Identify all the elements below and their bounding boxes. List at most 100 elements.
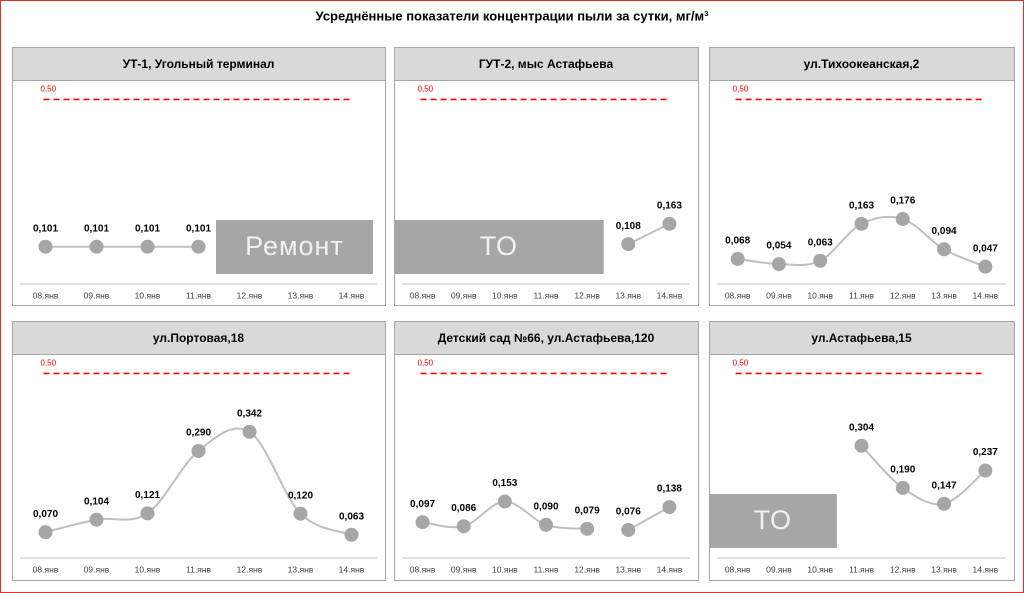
data-point <box>937 242 952 257</box>
panel-header <box>709 47 1015 81</box>
data-label: 0,076 <box>616 507 641 518</box>
page-title: Усреднённые показатели концентрации пыли… <box>316 8 710 23</box>
data-point <box>895 480 910 495</box>
x-tick-label: 09.янв <box>451 290 477 300</box>
data-point <box>140 506 155 521</box>
x-tick-label: 10.янв <box>807 564 833 574</box>
x-tick-label: 08.янв <box>33 564 59 574</box>
data-label: 0,104 <box>84 496 109 507</box>
threshold-label: 0,50 <box>418 359 434 368</box>
x-tick-label: 10.янв <box>135 564 161 574</box>
data-point <box>38 525 53 540</box>
annotation-box <box>216 220 373 274</box>
x-tick-label: 14.янв <box>339 564 365 574</box>
data-point <box>242 424 257 439</box>
data-label: 0,138 <box>657 484 682 495</box>
annotation-text: ТО <box>480 231 518 261</box>
data-point <box>730 251 745 266</box>
threshold-label: 0,50 <box>41 85 57 94</box>
data-label: 0,101 <box>186 223 211 234</box>
data-label: 0,153 <box>492 478 517 489</box>
x-tick-label: 09.янв <box>766 290 792 300</box>
data-label: 0,108 <box>616 221 641 232</box>
data-point <box>344 527 359 542</box>
data-label: 0,063 <box>808 237 833 248</box>
data-point <box>813 253 828 268</box>
data-label: 0,101 <box>135 223 160 234</box>
x-tick-label: 11.янв <box>186 564 211 574</box>
x-tick-label: 13.янв <box>615 564 641 574</box>
data-point <box>89 239 104 254</box>
x-tick-label: 11.янв <box>534 290 559 300</box>
x-tick-label: 11.янв <box>849 290 874 300</box>
x-tick-label: 12.янв <box>890 564 916 574</box>
data-label: 0,090 <box>533 501 558 512</box>
x-tick-label: 10.янв <box>492 290 518 300</box>
data-label: 0,079 <box>575 505 600 516</box>
data-point <box>539 517 553 532</box>
x-tick-label: 13.янв <box>931 290 957 300</box>
data-label: 0,070 <box>33 509 58 520</box>
threshold-label: 0,50 <box>418 85 434 94</box>
data-label: 0,147 <box>932 480 957 491</box>
panel-title: УТ-1, Угольный терминал <box>123 57 275 71</box>
data-label: 0,101 <box>33 223 58 234</box>
data-label: 0,176 <box>890 196 915 207</box>
data-label: 0,121 <box>135 490 160 501</box>
panel-header <box>12 47 386 81</box>
threshold-label: 0,50 <box>733 85 749 94</box>
data-label: 0,304 <box>849 422 874 433</box>
x-tick-label: 11.янв <box>186 290 211 300</box>
annotation-text: ТО <box>754 505 792 535</box>
x-tick-label: 09.янв <box>766 564 792 574</box>
x-tick-label: 10.янв <box>135 290 161 300</box>
data-point <box>937 496 952 511</box>
threshold-label: 0,50 <box>41 359 57 368</box>
series-line <box>860 445 987 506</box>
data-point <box>771 257 786 272</box>
data-point <box>621 237 636 252</box>
x-tick-label: 12.янв <box>574 290 600 300</box>
x-tick-label: 09.янв <box>451 564 477 574</box>
data-point <box>293 506 308 521</box>
x-tick-label: 14.янв <box>973 564 999 574</box>
data-label: 0,237 <box>973 447 998 458</box>
panel-header <box>12 321 386 355</box>
x-tick-label: 08.янв <box>410 290 436 300</box>
x-tick-label: 14.янв <box>657 290 683 300</box>
data-point <box>191 443 206 458</box>
panel-title: ГУТ-2, мыс Астафьева <box>479 57 614 71</box>
x-tick-label: 08.янв <box>725 564 751 574</box>
panel <box>709 47 1015 306</box>
panel-title: ул.Тихоокеанская,2 <box>804 57 920 71</box>
data-point <box>662 216 677 231</box>
x-tick-label: 10.янв <box>492 564 518 574</box>
x-tick-label: 14.янв <box>973 290 999 300</box>
data-label: 0,097 <box>410 499 435 510</box>
data-point <box>580 521 595 536</box>
x-tick-label: 08.янв <box>33 290 59 300</box>
panel-header <box>394 321 699 355</box>
data-label: 0,163 <box>849 200 874 211</box>
data-point <box>89 512 104 527</box>
threshold-label: 0,50 <box>733 359 749 368</box>
data-point <box>978 463 993 478</box>
data-label: 0,190 <box>890 465 915 476</box>
data-point <box>456 519 471 534</box>
data-label: 0,163 <box>657 200 682 211</box>
data-point <box>191 239 206 254</box>
data-label: 0,342 <box>237 408 262 419</box>
x-tick-label: 12.янв <box>890 290 916 300</box>
x-tick-label: 13.янв <box>288 564 314 574</box>
data-point <box>497 494 512 509</box>
x-tick-label: 11.янв <box>534 564 559 574</box>
x-tick-label: 08.янв <box>725 290 751 300</box>
data-point <box>140 239 155 254</box>
x-tick-label: 12.янв <box>237 564 263 574</box>
x-tick-label: 14.янв <box>339 290 365 300</box>
data-label: 0,086 <box>451 503 476 514</box>
panel-title: ул.Астафьева,15 <box>811 331 912 345</box>
panel-title: Детский сад №66, ул.Астафьева,120 <box>438 331 655 345</box>
data-point <box>621 522 636 537</box>
annotation-box <box>709 494 837 548</box>
